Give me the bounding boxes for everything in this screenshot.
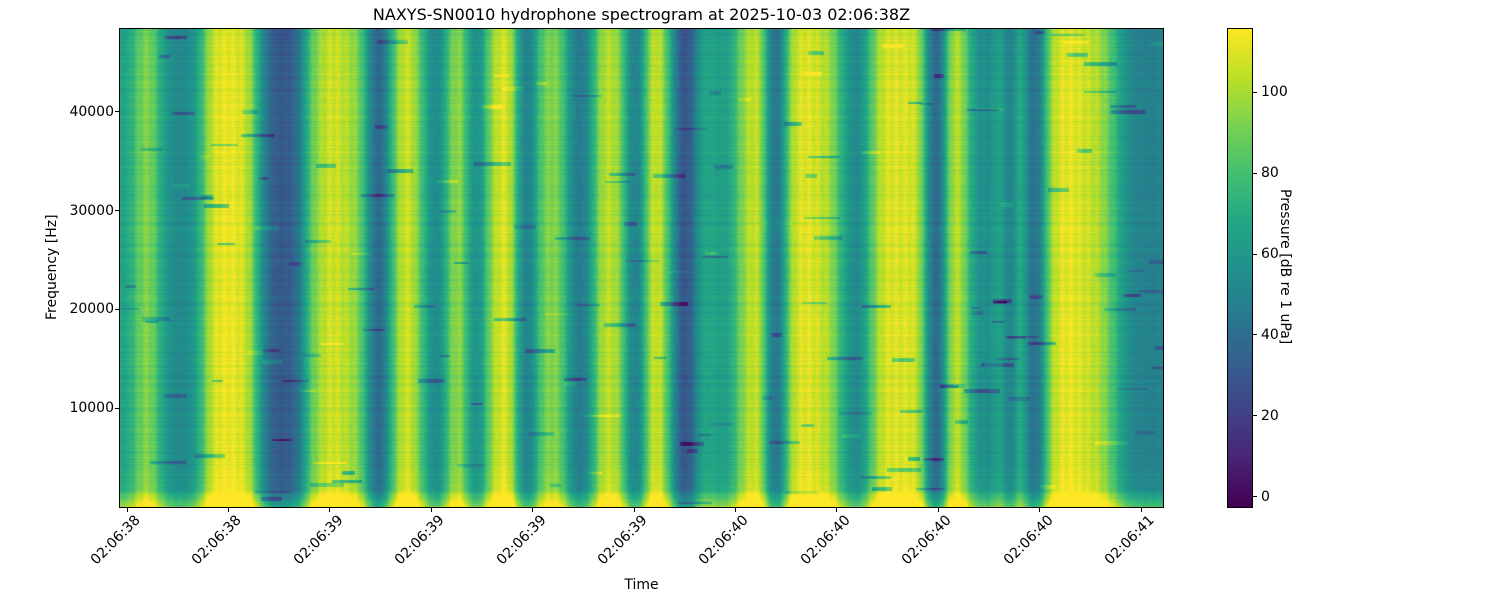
colorbar-label: Pressure [dB re 1 uPa] — [1277, 189, 1293, 345]
colorbar-tick-label: 0 — [1261, 488, 1270, 505]
colorbar-tick-mark — [1253, 253, 1257, 255]
y-tick-label: 20000 — [69, 301, 114, 318]
x-tick-label: 02:06:39 — [290, 512, 347, 569]
x-tick-mark — [126, 508, 128, 512]
x-tick-mark — [1039, 508, 1041, 512]
colorbar-tick-label: 100 — [1261, 84, 1288, 101]
y-tick-label: 10000 — [69, 400, 114, 417]
x-tick-label: 02:06:40 — [1000, 512, 1057, 569]
x-tick-mark — [430, 508, 432, 512]
chart-title: NAXYS-SN0010 hydrophone spectrogram at 2… — [372, 5, 911, 24]
x-tick-mark — [937, 508, 939, 512]
colorbar-tick-mark — [1253, 415, 1257, 417]
x-tick-mark — [227, 508, 229, 512]
y-tick-label: 30000 — [69, 202, 114, 219]
x-tick-mark — [836, 508, 838, 512]
y-tick-mark — [115, 308, 119, 310]
x-tick-mark — [633, 508, 635, 512]
y-tick-mark — [115, 210, 119, 212]
x-tick-label: 02:06:38 — [189, 512, 245, 569]
y-axis-label: Frequency [Hz] — [44, 214, 60, 320]
colorbar-tick-label: 80 — [1261, 165, 1279, 182]
colorbar-tick-mark — [1253, 334, 1257, 336]
x-tick-label: 02:06:39 — [594, 512, 651, 569]
x-tick-label: 02:06:39 — [493, 512, 550, 569]
colorbar-tick-mark — [1253, 496, 1257, 498]
x-tick-mark — [734, 508, 736, 512]
colorbar-tick-label: 40 — [1261, 326, 1279, 343]
colorbar-tick-mark — [1253, 172, 1257, 174]
x-tick-label: 02:06:41 — [1101, 512, 1158, 569]
x-tick-mark — [532, 508, 534, 512]
colorbar-gradient-canvas — [1228, 29, 1252, 507]
x-tick-label: 02:06:39 — [392, 512, 448, 569]
x-tick-label: 02:06:40 — [696, 512, 752, 569]
x-tick-label: 02:06:40 — [797, 512, 854, 569]
colorbar — [1227, 28, 1253, 508]
x-tick-mark — [1140, 508, 1142, 512]
x-axis-label: Time — [624, 577, 659, 593]
x-tick-label: 02:06:40 — [899, 512, 955, 569]
x-tick-mark — [329, 508, 331, 512]
colorbar-tick-label: 20 — [1261, 407, 1279, 424]
colorbar-tick-mark — [1253, 91, 1257, 93]
x-tick-label: 02:06:38 — [87, 512, 144, 569]
y-tick-mark — [115, 111, 119, 113]
y-tick-label: 40000 — [69, 103, 114, 120]
y-tick-mark — [115, 407, 119, 409]
plot-area — [119, 28, 1164, 508]
spectrogram-heatmap-canvas — [120, 29, 1163, 507]
colorbar-tick-label: 60 — [1261, 246, 1279, 263]
